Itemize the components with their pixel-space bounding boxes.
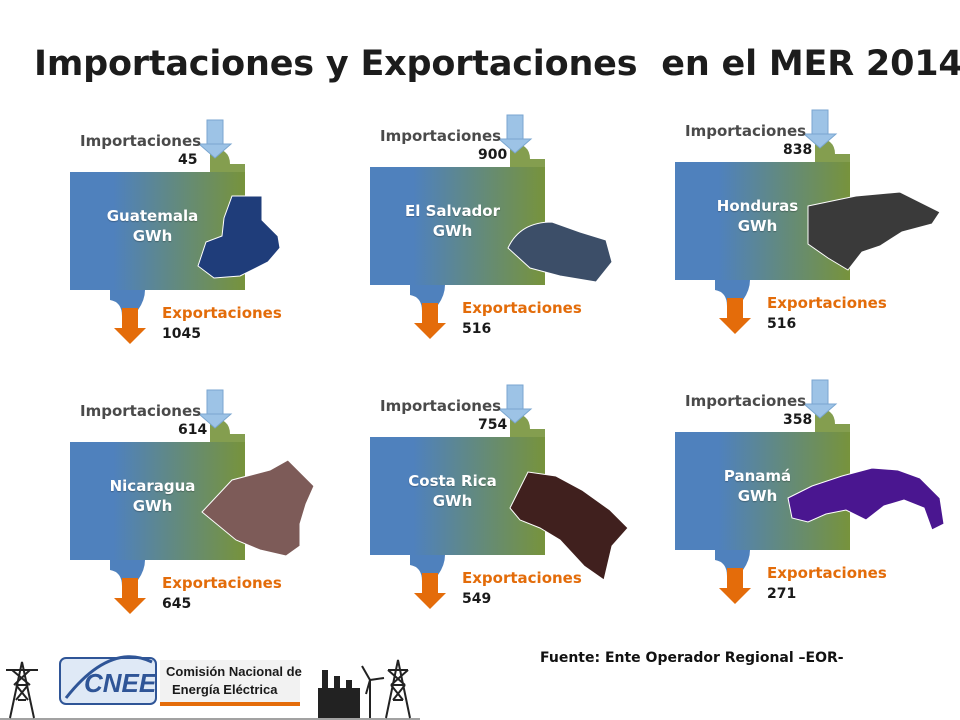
country-label: Nicaragua: [109, 477, 196, 495]
wind-turbine-icon: [361, 665, 385, 718]
unit-label: GWh: [132, 227, 173, 245]
export-value: 645: [162, 596, 192, 612]
export-value: 549: [462, 591, 492, 607]
export-arrow-icon: [414, 573, 446, 609]
country-label: Costa Rica: [408, 472, 497, 490]
unit-label: GWh: [432, 222, 473, 240]
country-name: Nicaragua GWh: [90, 476, 215, 516]
export-arrow-icon: [114, 308, 146, 344]
country-name: Guatemala GWh: [90, 206, 215, 246]
country-panel: Importaciones 45 Guatemala GWh Exportaci…: [70, 119, 370, 360]
export-value: 1045: [162, 326, 201, 342]
unit-label: GWh: [737, 217, 778, 235]
import-arrow-icon: [802, 109, 838, 149]
country-label: Panamá: [723, 467, 792, 485]
export-label: Exportaciones: [462, 299, 582, 317]
country-name: El Salvador GWh: [390, 201, 515, 241]
import-label: Importaciones: [380, 127, 502, 145]
country-label: Honduras: [716, 197, 799, 215]
import-value: 754: [478, 417, 508, 433]
import-value: 358: [783, 412, 813, 428]
export-label: Exportaciones: [767, 564, 887, 582]
export-value: 516: [767, 316, 797, 332]
logo-acronym: CNEE: [84, 668, 157, 698]
country-name: Panamá GWh: [695, 466, 820, 506]
country-label: El Salvador: [404, 202, 501, 220]
import-arrow-icon: [497, 384, 533, 424]
transmission-tower-icon: [385, 659, 411, 719]
cnee-logo-icon: [59, 655, 300, 706]
country-panel: Importaciones 754 Costa Rica GWh Exporta…: [370, 384, 670, 625]
import-label: Importaciones: [80, 402, 202, 420]
export-arrow-icon: [719, 568, 751, 604]
export-label: Exportaciones: [462, 569, 582, 587]
country-label: Guatemala: [106, 207, 199, 225]
factory-icon: [318, 670, 360, 718]
import-value: 900: [478, 147, 508, 163]
export-arrow-icon: [114, 578, 146, 614]
logo-line-1: Comisión Nacional de: [166, 664, 302, 679]
country-panel: Importaciones 358 Panamá GWh Exportacion…: [675, 379, 960, 620]
country-name: Honduras GWh: [695, 196, 820, 236]
export-value: 516: [462, 321, 492, 337]
import-arrow-icon: [802, 379, 838, 419]
import-label: Importaciones: [685, 122, 807, 140]
import-value: 838: [783, 142, 813, 158]
export-label: Exportaciones: [162, 574, 282, 592]
import-arrow-icon: [197, 119, 233, 159]
page-title: Importaciones y Exportaciones en el MER …: [34, 44, 960, 84]
export-label: Exportaciones: [162, 304, 282, 322]
import-arrow-icon: [197, 389, 233, 429]
country-panel: Importaciones 900 El Salvador GWh Export…: [370, 114, 670, 355]
country-name: Costa Rica GWh: [390, 471, 515, 511]
import-arrow-icon: [497, 114, 533, 154]
import-value: 45: [178, 152, 198, 168]
unit-label: GWh: [432, 492, 473, 510]
country-panel: Importaciones 614 Nicaragua GWh Exportac…: [70, 389, 370, 630]
export-arrow-icon: [719, 298, 751, 334]
unit-label: GWh: [737, 487, 778, 505]
country-panel: Importaciones 838 Honduras GWh Exportaci…: [675, 109, 960, 350]
logo-line-2: Energía Eléctrica: [172, 682, 278, 697]
import-label: Importaciones: [380, 397, 502, 415]
transmission-tower-icon: [6, 661, 38, 719]
import-label: Importaciones: [685, 392, 807, 410]
import-value: 614: [178, 422, 208, 438]
source-note: Fuente: Ente Operador Regional –EOR-: [540, 650, 844, 666]
export-arrow-icon: [414, 303, 446, 339]
footer: CNEE Comisión Nacional de Energía Eléctr…: [0, 640, 960, 720]
import-label: Importaciones: [80, 132, 202, 150]
unit-label: GWh: [132, 497, 173, 515]
export-value: 271: [767, 586, 797, 602]
export-label: Exportaciones: [767, 294, 887, 312]
